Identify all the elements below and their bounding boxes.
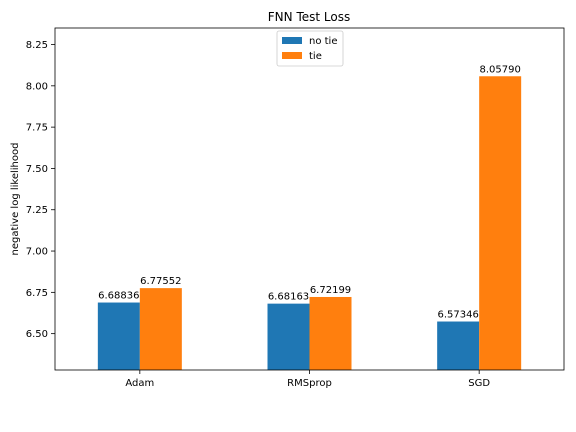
x-tick-label-sgd: SGD (468, 378, 490, 389)
legend-swatch-tie (282, 52, 302, 59)
bar-tie-sgd (479, 76, 522, 370)
bar-no-tie-adam (97, 302, 140, 370)
bar-no-tie-sgd (437, 321, 480, 370)
legend: no tie tie (276, 30, 344, 67)
chart-title: FNN Test Loss (268, 10, 350, 24)
axes-frame (54, 27, 565, 371)
data-label-tie-sgd: 8.05790 (479, 64, 520, 75)
data-label-tie-adam: 6.77552 (140, 276, 181, 287)
x-tick-label-adam: Adam (125, 378, 154, 389)
x-tick-label-rmsprop: RMSprop (287, 378, 332, 389)
y-tick-label: 7.25 (26, 205, 48, 216)
y-tick-label: 7.75 (26, 123, 48, 134)
y-tick-label: 7.00 (26, 247, 48, 258)
legend-label-tie: tie (309, 51, 322, 62)
data-label-no-tie-rmsprop: 6.68163 (268, 292, 309, 303)
y-tick-label: 8.25 (26, 40, 48, 51)
y-tick-label: 8.00 (26, 81, 48, 92)
data-label-tie-rmsprop: 6.72199 (310, 285, 351, 296)
legend-swatch-no-tie (282, 37, 302, 44)
bar-tie-adam (139, 288, 182, 370)
y-tick-label: 6.75 (26, 288, 48, 299)
legend-label-no-tie: no tie (309, 36, 338, 47)
y-axis-label: negative log likelihood (10, 143, 21, 256)
bar-no-tie-rmsprop (267, 303, 310, 370)
bar-tie-rmsprop (309, 296, 352, 370)
data-label-no-tie-adam: 6.68836 (98, 291, 139, 302)
y-tick-label: 6.50 (26, 329, 48, 340)
data-label-no-tie-sgd: 6.57346 (437, 310, 478, 321)
y-tick-label: 7.50 (26, 164, 48, 175)
